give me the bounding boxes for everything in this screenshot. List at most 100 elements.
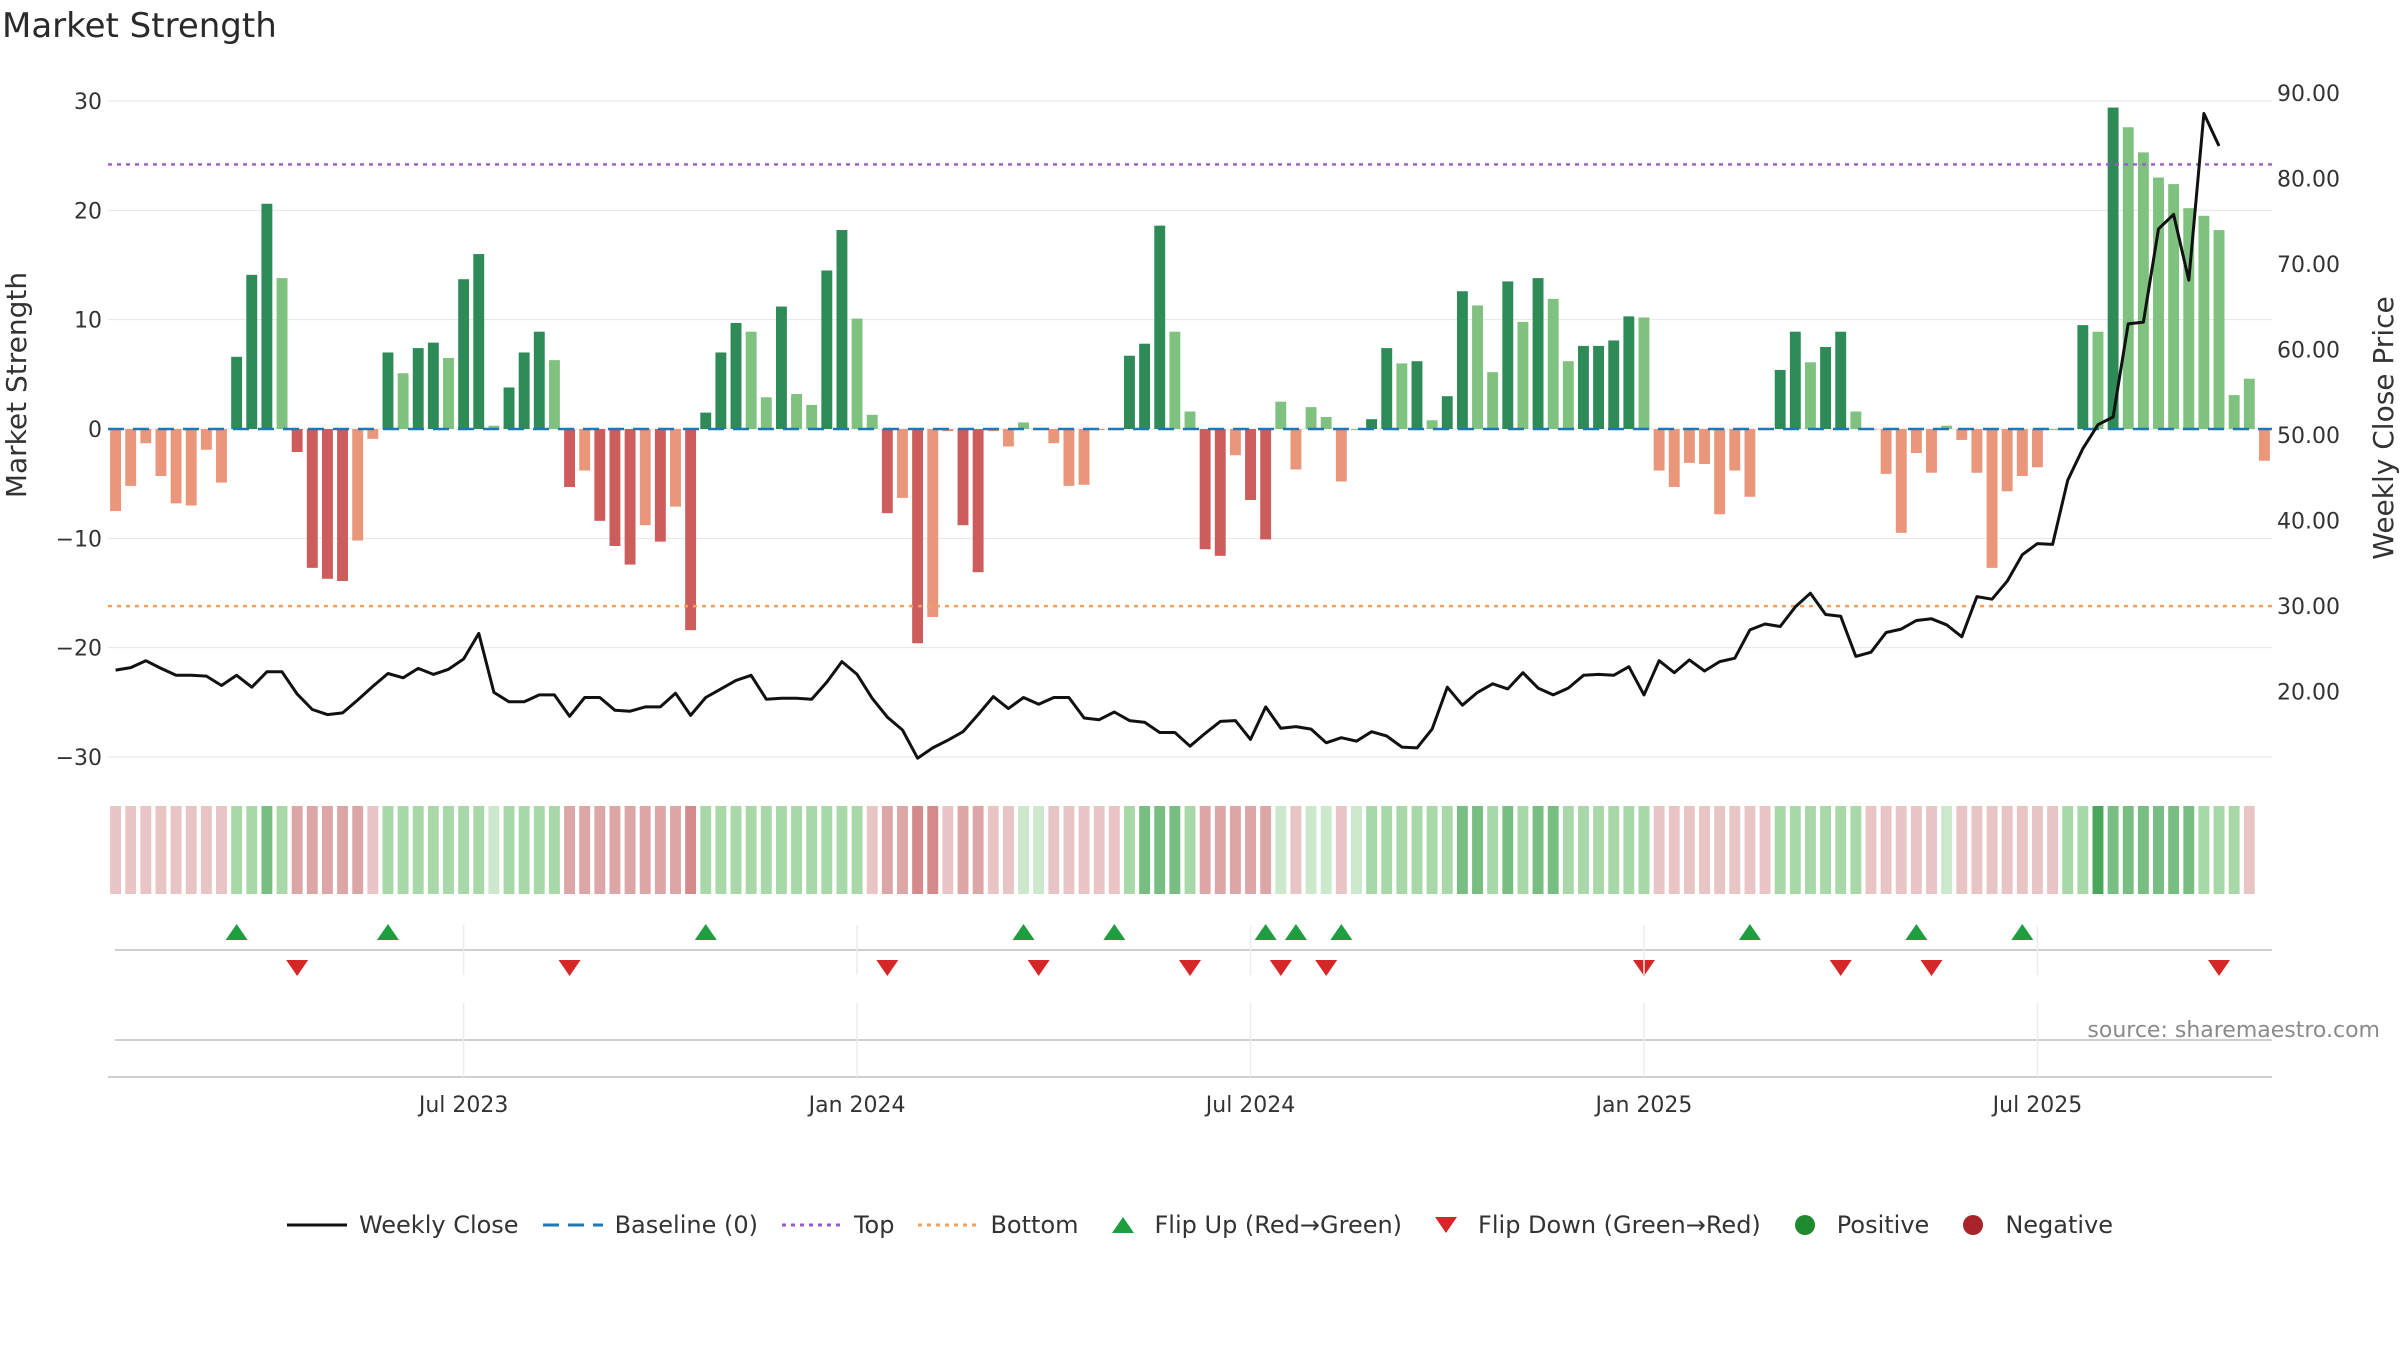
- y-tick-label: 30: [74, 90, 102, 115]
- strength-bar: [1214, 429, 1226, 556]
- circle-icon: [1963, 1215, 1984, 1235]
- panel-cell: [1971, 806, 1983, 894]
- y-tick-label: 20: [74, 199, 102, 224]
- panel-cell: [1986, 806, 1998, 894]
- strength-bar: [1320, 416, 1332, 429]
- panel-cell: [1290, 806, 1302, 894]
- strength-bar: [488, 425, 500, 429]
- flip-down-marker: [876, 960, 899, 976]
- x-tick-label: Jul 2024: [1204, 1093, 1296, 1118]
- y2-tick-label: 80.00: [2277, 168, 2340, 193]
- panel-cell: [2168, 806, 2180, 894]
- panel-cell: [1487, 806, 1499, 894]
- strength-bar: [1351, 429, 1362, 431]
- panel-cell: [1804, 806, 1816, 894]
- panel-cell: [533, 806, 545, 894]
- panel-cell: [1789, 806, 1801, 894]
- strength-bars: [110, 107, 2270, 644]
- panel-cell: [1275, 806, 1287, 894]
- strength-bar: [851, 318, 863, 429]
- y-axis-label: Market Strength: [0, 272, 33, 498]
- right-axis-ticks: 90.00 80.00 70.00 60.00 50.00 40.00 30.00 20.00: [2277, 82, 2340, 706]
- strength-bar: [2243, 378, 2255, 429]
- panel-cell: [488, 806, 500, 894]
- panel-cell: [1683, 806, 1695, 894]
- strength-bar: [1456, 291, 1468, 429]
- panel-cell: [2213, 806, 2225, 894]
- panel-cell: [1714, 806, 1726, 894]
- panel-cell: [1245, 806, 1256, 894]
- panel-cell: [760, 806, 772, 894]
- strength-bar: [2122, 127, 2134, 430]
- strength-panel: [110, 806, 2255, 894]
- panel-cell: [881, 806, 893, 894]
- panel-cell: [957, 806, 969, 894]
- panel-cell: [1759, 806, 1771, 894]
- strength-bar: [775, 306, 787, 429]
- strength-bar: [1653, 429, 1665, 471]
- strength-bar: [1668, 429, 1680, 487]
- panel-cell: [2077, 806, 2089, 894]
- strength-bar: [1835, 331, 1847, 429]
- panel-cell: [427, 806, 439, 894]
- strength-bar: [1335, 429, 1347, 482]
- strength-bar: [670, 429, 681, 507]
- panel-cell: [2198, 806, 2210, 894]
- strength-bar: [427, 342, 439, 429]
- legend-label: Bottom: [990, 1211, 1079, 1239]
- panel-cell: [624, 806, 636, 894]
- legend: Weekly Close Baseline (0) Top Bottom Flip Up…: [0, 1205, 2400, 1245]
- strength-bar: [1910, 429, 1922, 454]
- panel-cell: [1078, 806, 1090, 894]
- panel-cell: [1335, 806, 1347, 894]
- y2-tick-label: 90.00: [2277, 82, 2340, 107]
- panel-cell: [866, 806, 878, 894]
- flip-up-marker: [1254, 924, 1277, 940]
- panel-cell: [2243, 806, 2255, 894]
- strength-bar: [548, 360, 560, 429]
- flip-up-marker: [694, 924, 717, 940]
- panel-cell: [1048, 806, 1060, 894]
- x-axis: Jul 2023 Jan 2024 Jul 2024 Jan 2025 Jul 2025: [108, 925, 2272, 1118]
- strength-bar: [1441, 396, 1453, 429]
- panel-cell: [927, 806, 939, 894]
- flip-up-marker: [225, 924, 248, 940]
- panel-cell: [443, 806, 454, 894]
- panel-cell: [1305, 806, 1317, 894]
- panel-cell: [261, 806, 273, 894]
- strength-bar: [1078, 429, 1090, 485]
- strength-bar: [836, 230, 848, 429]
- panel-cell: [246, 806, 258, 894]
- strength-bar: [806, 404, 818, 429]
- chart-title: Market Strength: [2, 6, 277, 46]
- panel-cell: [503, 806, 515, 894]
- panel-cell: [1547, 806, 1559, 894]
- flip-down-marker: [1269, 960, 1292, 976]
- line-solid-icon: [286, 1223, 347, 1227]
- strength-bar: [216, 429, 227, 483]
- strength-bar: [1487, 372, 1499, 429]
- strength-bar: [745, 331, 757, 429]
- panel-cell: [216, 806, 227, 894]
- panel-cell: [2062, 806, 2074, 894]
- legend-item-negative: Negative: [1953, 1211, 2113, 1239]
- y-tick-label: 0: [88, 418, 102, 443]
- panel-cell: [382, 806, 394, 894]
- flip-up-marker: [2011, 924, 2034, 940]
- panel-cell: [806, 806, 818, 894]
- strength-bar: [155, 429, 167, 477]
- strength-bar: [1063, 429, 1075, 486]
- panel-cell: [1411, 806, 1423, 894]
- strength-bar: [1517, 321, 1529, 429]
- strength-bar: [1275, 401, 1287, 429]
- panel-cell: [1562, 806, 1574, 894]
- panel-cell: [1351, 806, 1362, 894]
- panel-cell: [1381, 806, 1393, 894]
- legend-label: Flip Down (Green→Red): [1478, 1211, 1761, 1239]
- line-dot-icon: [781, 1223, 842, 1227]
- strength-bar: [1547, 298, 1559, 429]
- source-label: source: sharemaestro.com: [2087, 1018, 2380, 1043]
- panel-cell: [231, 806, 243, 894]
- panel-cell: [685, 806, 697, 894]
